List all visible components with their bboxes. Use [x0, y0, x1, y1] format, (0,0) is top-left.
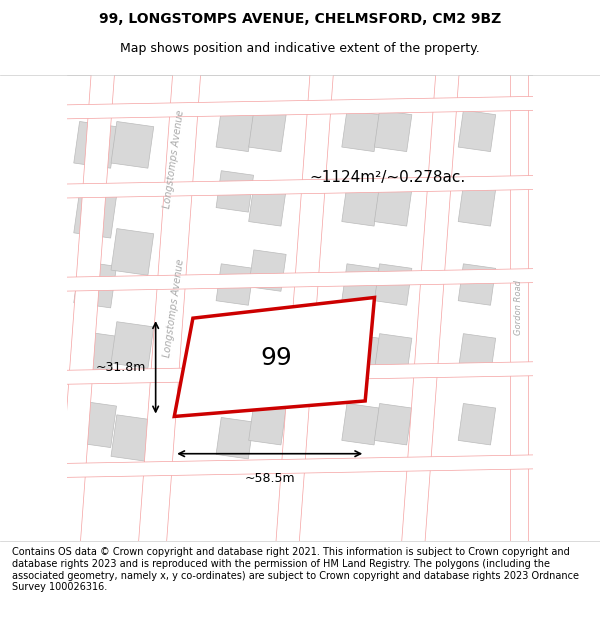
Bar — [458, 110, 496, 152]
Bar — [458, 334, 496, 375]
Bar — [248, 110, 286, 152]
Polygon shape — [44, 96, 556, 119]
Bar — [111, 229, 154, 275]
Text: ~31.8m: ~31.8m — [96, 361, 146, 374]
Bar — [458, 184, 496, 226]
Text: Contains OS data © Crown copyright and database right 2021. This information is : Contains OS data © Crown copyright and d… — [12, 548, 579, 592]
Bar — [458, 404, 496, 445]
Bar — [74, 191, 116, 238]
Bar — [248, 404, 286, 445]
Text: ~1124m²/~0.278ac.: ~1124m²/~0.278ac. — [310, 170, 466, 185]
Text: 99: 99 — [261, 346, 293, 370]
Polygon shape — [400, 51, 461, 565]
Bar — [458, 264, 496, 305]
Text: Longstomps Avenue: Longstomps Avenue — [163, 109, 186, 209]
Polygon shape — [44, 175, 556, 198]
Polygon shape — [509, 52, 528, 564]
Bar — [342, 184, 379, 226]
Polygon shape — [137, 51, 202, 565]
Bar — [248, 250, 286, 291]
Polygon shape — [44, 361, 556, 384]
Bar — [74, 121, 116, 168]
Bar — [374, 404, 412, 445]
Text: Map shows position and indicative extent of the property.: Map shows position and indicative extent… — [120, 42, 480, 55]
Text: Gordon Road: Gordon Road — [514, 280, 523, 335]
Polygon shape — [56, 51, 116, 565]
Bar — [248, 184, 286, 226]
Bar — [342, 334, 379, 375]
Bar — [111, 121, 154, 168]
Bar — [111, 415, 154, 461]
Bar — [74, 331, 116, 378]
Bar — [342, 110, 379, 152]
Polygon shape — [174, 298, 374, 416]
Bar — [216, 110, 254, 152]
Bar — [374, 184, 412, 226]
Polygon shape — [44, 268, 556, 291]
Bar — [374, 264, 412, 305]
Polygon shape — [44, 454, 556, 478]
Bar — [374, 334, 412, 375]
Bar — [74, 401, 116, 448]
Bar — [342, 264, 379, 305]
Bar — [374, 110, 412, 152]
Bar — [111, 322, 154, 368]
Bar — [216, 418, 254, 459]
Text: ~58.5m: ~58.5m — [244, 472, 295, 486]
Bar — [342, 404, 379, 445]
Text: Longstomps Avenue: Longstomps Avenue — [163, 258, 186, 358]
Bar — [248, 324, 286, 366]
Bar — [216, 264, 254, 305]
Polygon shape — [274, 51, 335, 565]
Bar — [216, 171, 254, 212]
Bar — [216, 334, 254, 375]
Bar — [74, 261, 116, 308]
Text: 99, LONGSTOMPS AVENUE, CHELMSFORD, CM2 9BZ: 99, LONGSTOMPS AVENUE, CHELMSFORD, CM2 9… — [99, 12, 501, 26]
